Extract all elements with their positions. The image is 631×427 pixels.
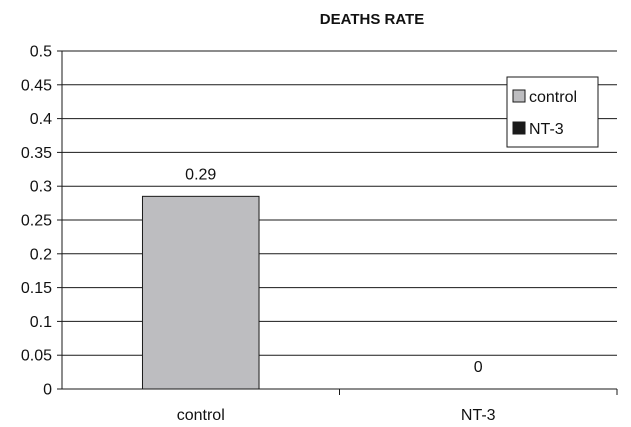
data-label: 0.29 xyxy=(185,166,216,183)
y-tick-label: 0.35 xyxy=(21,145,52,162)
legend-box xyxy=(506,76,599,148)
legend: control NT-3 xyxy=(506,76,599,148)
y-tick-label: 0.1 xyxy=(30,314,52,331)
bar-control xyxy=(141,195,260,390)
axes xyxy=(57,50,618,395)
y-tick-label: 0.4 xyxy=(30,111,52,128)
y-tick-label: 0.5 xyxy=(30,44,52,61)
data-label: 0 xyxy=(474,359,483,376)
data-labels: 0.29 0 xyxy=(185,166,483,376)
legend-label: NT-3 xyxy=(529,121,564,138)
chart-title: DEATHS RATE xyxy=(320,11,424,28)
legend-label: control xyxy=(529,89,577,106)
legend-swatch xyxy=(512,121,526,135)
x-tick-labels: control NT-3 xyxy=(177,407,496,424)
y-tick-label: 0.3 xyxy=(30,179,52,196)
legend-swatch xyxy=(512,89,526,103)
y-tick-labels: 0 0.05 0.1 0.15 0.2 0.25 0.3 0.35 0.4 0.45 0.5 xyxy=(21,44,52,399)
y-tick-label: 0.05 xyxy=(21,348,52,365)
y-tick-label: 0.45 xyxy=(21,77,52,94)
bars xyxy=(141,195,260,390)
y-tick-label: 0.2 xyxy=(30,246,52,263)
y-tick-label: 0 xyxy=(43,382,52,399)
y-tick-label: 0.15 xyxy=(21,280,52,297)
x-tick-label: NT-3 xyxy=(461,407,496,424)
y-tick-label: 0.25 xyxy=(21,213,52,230)
x-tick-label: control xyxy=(177,407,225,424)
